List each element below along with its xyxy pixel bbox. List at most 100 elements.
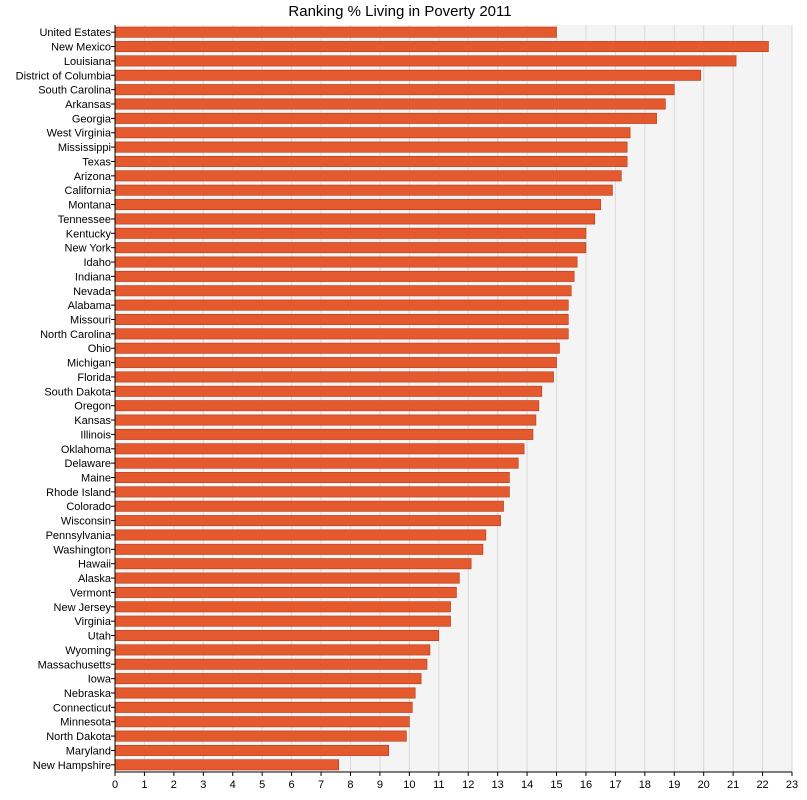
bar xyxy=(114,428,534,440)
category-label: Tennessee xyxy=(58,214,111,226)
category-label: Mississippi xyxy=(58,142,111,154)
category-label: New York xyxy=(65,243,112,255)
bar xyxy=(114,730,407,742)
bar xyxy=(114,529,487,541)
x-tick-label: 9 xyxy=(377,779,383,791)
category-label: Louisiana xyxy=(64,56,112,68)
category-label: Michigan xyxy=(67,358,111,370)
bar xyxy=(114,601,451,613)
bar xyxy=(114,414,537,426)
category-label: Florida xyxy=(77,372,112,384)
category-label: Oregon xyxy=(74,401,111,413)
bar xyxy=(114,586,457,598)
bar xyxy=(114,112,657,124)
bar xyxy=(114,98,666,110)
category-label: Montana xyxy=(68,200,112,212)
category-label: New Mexico xyxy=(51,42,111,54)
category-label: New Jersey xyxy=(54,602,112,614)
x-tick-label: 3 xyxy=(200,779,206,791)
category-label: Wyoming xyxy=(65,645,111,657)
bar xyxy=(114,55,737,67)
bar xyxy=(114,658,428,670)
bar xyxy=(114,759,340,771)
category-label: Oklahoma xyxy=(61,444,112,456)
bar xyxy=(114,630,440,642)
category-label: Massachusetts xyxy=(38,659,112,671)
category-label: Missouri xyxy=(70,314,111,326)
category-label: United Estates xyxy=(39,27,111,39)
bar xyxy=(114,328,569,340)
x-tick-label: 1 xyxy=(141,779,147,791)
bar xyxy=(114,457,519,469)
x-tick-label: 22 xyxy=(756,779,768,791)
x-tick-label: 7 xyxy=(318,779,324,791)
bar xyxy=(114,270,575,282)
x-tick-label: 23 xyxy=(786,779,798,791)
x-tick-label: 19 xyxy=(668,779,680,791)
category-label: Arizona xyxy=(74,171,112,183)
bar xyxy=(114,543,484,555)
category-labels: United Estates New Mexico Louisiana Distric… xyxy=(16,27,115,772)
x-tick-label: 16 xyxy=(580,779,592,791)
x-tick-label: 15 xyxy=(550,779,562,791)
bar xyxy=(114,371,554,383)
x-tick-label: 2 xyxy=(171,779,177,791)
category-label: West Virginia xyxy=(47,128,112,140)
category-label: North Dakota xyxy=(46,731,112,743)
category-label: Delaware xyxy=(65,458,111,470)
category-label: Arkansas xyxy=(65,99,111,111)
category-label: New Hampshire xyxy=(33,760,111,772)
bar xyxy=(114,69,702,81)
category-label: Pennsylvania xyxy=(46,530,112,542)
category-label: Rhode Island xyxy=(46,487,111,499)
bar xyxy=(114,357,557,369)
category-label: Idaho xyxy=(83,257,111,269)
x-axis-ticks: 0 1 2 3 4 5 6 7 8 9 10 11 12 13 14 15 16 17 18 19 20 21 22 23 xyxy=(112,772,798,791)
x-tick-label: 21 xyxy=(727,779,739,791)
bar xyxy=(114,385,543,397)
x-tick-label: 8 xyxy=(347,779,353,791)
category-label: Kentucky xyxy=(66,228,112,240)
bar xyxy=(114,673,422,685)
bar xyxy=(114,687,416,699)
category-label: Iowa xyxy=(88,674,112,686)
category-label: Wisconsin xyxy=(61,516,111,528)
chart-title: Ranking % Living in Poverty 2011 xyxy=(288,3,511,20)
category-label: Maryland xyxy=(66,745,111,757)
category-label: Georgia xyxy=(72,113,112,125)
bar xyxy=(114,170,622,182)
bar xyxy=(114,314,569,325)
category-label: Connecticut xyxy=(53,702,111,714)
category-label: South Dakota xyxy=(44,386,112,398)
category-label: Illinois xyxy=(80,429,111,441)
bar xyxy=(114,472,510,483)
x-tick-label: 6 xyxy=(289,779,295,791)
x-tick-label: 20 xyxy=(698,779,710,791)
category-label: Indiana xyxy=(75,271,112,283)
bar xyxy=(114,26,557,38)
bar xyxy=(114,615,451,627)
x-tick-label: 11 xyxy=(433,779,444,791)
bar xyxy=(114,84,675,96)
category-label: Minnesota xyxy=(60,717,112,729)
category-label: California xyxy=(65,185,112,197)
x-tick-label: 13 xyxy=(492,779,504,791)
category-label: Kansas xyxy=(74,415,111,427)
category-label: Vermont xyxy=(70,587,111,599)
category-label: Nevada xyxy=(73,286,112,298)
x-tick-label: 12 xyxy=(462,779,474,791)
category-label: Colorado xyxy=(66,501,111,513)
bar xyxy=(114,127,631,139)
category-label: Maine xyxy=(81,473,111,485)
x-tick-label: 17 xyxy=(609,779,621,791)
bar xyxy=(114,199,601,211)
bar xyxy=(114,744,390,756)
category-label: Utah xyxy=(88,631,111,643)
category-label: Texas xyxy=(82,156,111,168)
bar xyxy=(114,644,431,656)
category-label: Alabama xyxy=(68,300,112,312)
x-tick-label: 18 xyxy=(639,779,651,791)
bar xyxy=(114,342,560,354)
bar xyxy=(114,213,596,225)
